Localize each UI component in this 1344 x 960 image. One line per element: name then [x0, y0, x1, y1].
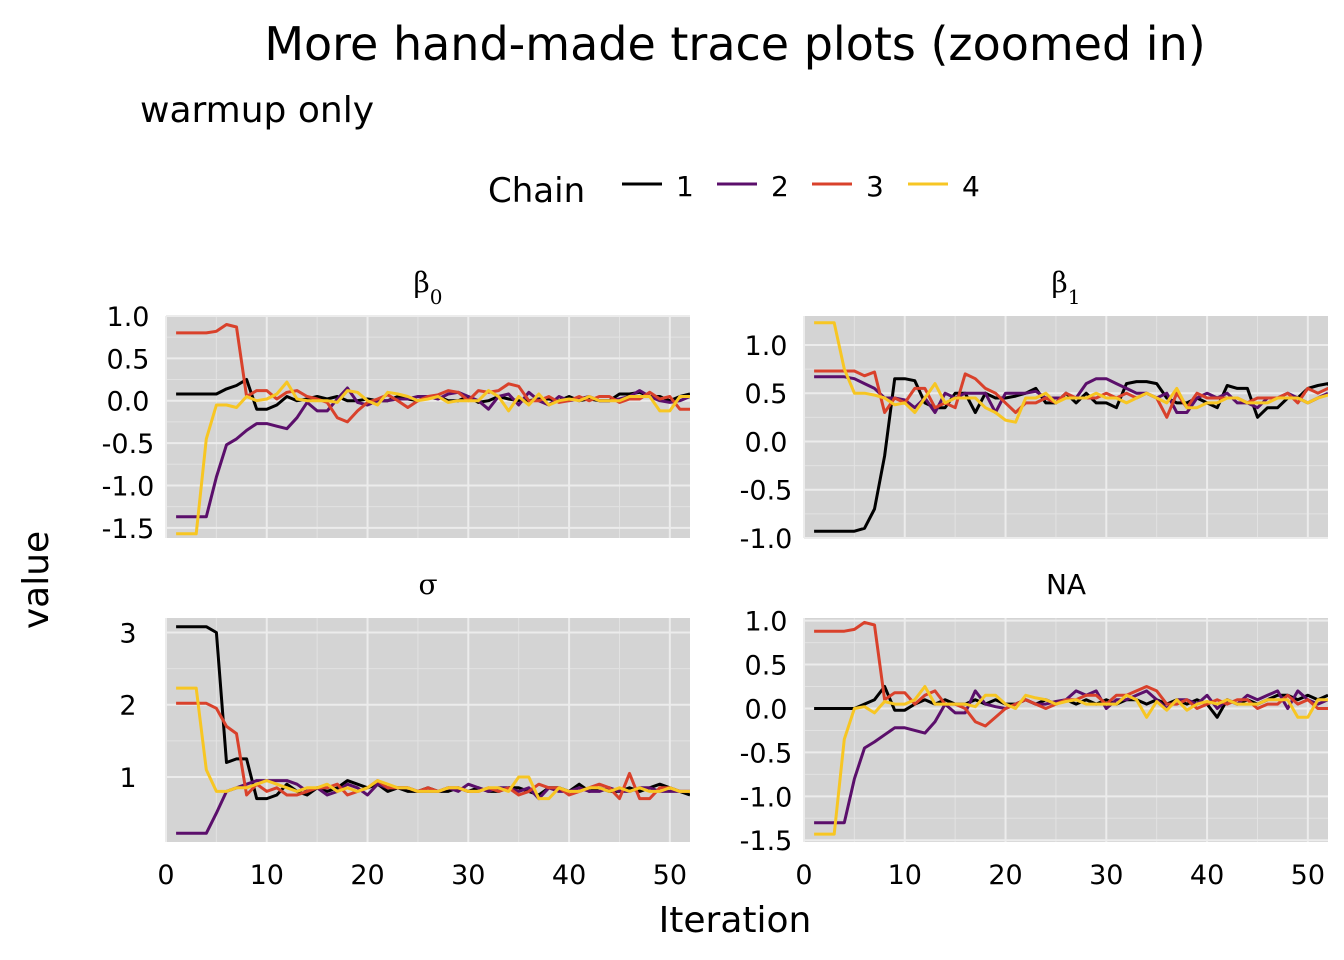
y-tick-label: 0.0	[745, 427, 788, 458]
facet-panel-1: β0 1.0 0.5 0.0 -0.5 -1.0 -1.5	[102, 266, 690, 545]
facet-strip-label: σ	[418, 568, 437, 601]
legend-label-chain-2: 2	[771, 170, 789, 203]
trace-line-chain-4	[176, 380, 690, 536]
x-tick-label: 0	[157, 860, 174, 891]
y-tick-label: 0.0	[745, 694, 788, 725]
legend-label-chain-4: 4	[962, 170, 980, 203]
legend-label-chain-1: 1	[676, 170, 694, 203]
facet-strip-label: β0	[414, 266, 443, 309]
y-tick-label: 3	[119, 618, 136, 649]
series-group	[176, 625, 690, 835]
trace-line-chain-3	[176, 323, 690, 424]
x-tick-label: 20	[350, 860, 384, 891]
x-tick-label: 30	[1089, 860, 1123, 891]
y-tick-label: -1.0	[740, 524, 793, 555]
y-tick-label: -0.5	[102, 429, 155, 460]
chart-subtitle: warmup only	[140, 90, 374, 131]
y-tick-label: -0.5	[740, 738, 793, 769]
y-axis-label: value	[16, 531, 57, 629]
x-tick-label: 30	[451, 860, 485, 891]
panel-background	[166, 316, 690, 538]
y-tick-label: 2	[119, 691, 136, 722]
legend-title: Chain	[488, 171, 585, 211]
trace-line-chain-1	[814, 377, 1328, 533]
y-tick-label: 0.0	[107, 387, 150, 418]
trace-line-chain-3	[176, 701, 690, 801]
facet-strip-label: NA	[1046, 568, 1086, 601]
y-tick-label: -1.5	[740, 826, 793, 857]
trace-line-chain-4	[814, 685, 1328, 836]
x-tick-label: 40	[552, 860, 586, 891]
trace-line-chain-4	[814, 321, 1328, 424]
legend-label-chain-3: 3	[866, 170, 884, 203]
y-tick-label: 0.5	[107, 344, 150, 375]
y-tick-label: 1.0	[107, 302, 150, 333]
x-tick-label: 50	[1291, 860, 1325, 891]
series-group	[814, 620, 1328, 836]
x-tick-label: 10	[888, 860, 922, 891]
x-tick-label: 10	[250, 860, 284, 891]
x-tick-label: 20	[988, 860, 1022, 891]
facet-strip-subscript: 1	[1068, 285, 1081, 309]
facet-panels: β0 1.0 0.5 0.0 -0.5 -1.0 -1.5 β1 1.0 0.5 0.0 -0.5 -1…	[102, 266, 1328, 891]
series-group	[814, 321, 1328, 533]
y-tick-label: 1	[119, 763, 136, 794]
facet-strip-subscript: 0	[430, 285, 443, 309]
y-tick-label: 1.0	[745, 607, 788, 638]
y-tick-label: -1.0	[102, 471, 155, 502]
y-tick-label: -0.5	[740, 476, 793, 507]
y-tick-label: 1.0	[745, 331, 788, 362]
chart-title: More hand-made trace plots (zoomed in)	[264, 17, 1205, 71]
x-axis-label: Iteration	[659, 900, 812, 941]
y-tick-label: 0.5	[745, 379, 788, 410]
facet-panel-4: NA 1.0 0.5 0.0 -0.5 -1.0 -1.50 10 20 30 40 50	[740, 568, 1328, 891]
series-group	[176, 323, 690, 536]
trace-line-chain-4	[176, 686, 690, 801]
x-tick-label: 50	[653, 860, 687, 891]
y-tick-label: -1.0	[740, 782, 793, 813]
x-tick-label: 40	[1190, 860, 1224, 891]
y-tick-label: 0.5	[745, 651, 788, 682]
legend: Chain 1 2 3 4	[488, 170, 980, 211]
facet-panel-2: β1 1.0 0.5 0.0 -0.5 -1.0	[740, 266, 1328, 555]
panel-background	[804, 316, 1328, 538]
facet-strip-label: β1	[1052, 266, 1081, 309]
y-tick-label: -1.5	[102, 514, 155, 545]
x-tick-label: 0	[795, 860, 812, 891]
panel-background	[166, 618, 690, 842]
